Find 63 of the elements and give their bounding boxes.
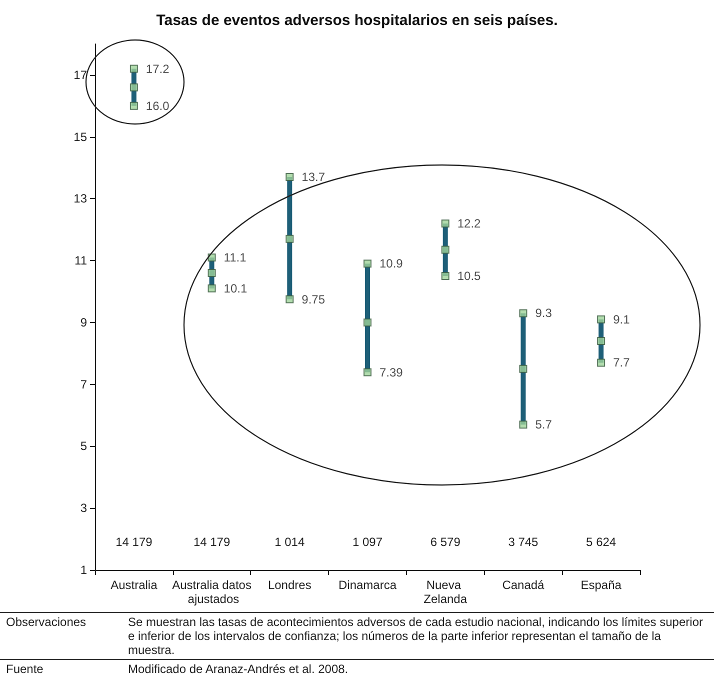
point	[130, 102, 138, 110]
annotation: 14 179	[116, 535, 153, 549]
text: Fuente	[0, 660, 122, 677]
data-label: 10.9	[380, 256, 404, 271]
text: Modificado de Aranaz-Andrés et al. 2008.	[122, 660, 714, 677]
annotation: 3 745	[508, 535, 539, 549]
data-label: 17.2	[146, 62, 170, 76]
chart-title: Tasas de eventos adversos hospitalarios en seis países.	[156, 12, 558, 29]
data-label: 5.7	[535, 418, 552, 432]
y-tick-label: 1	[80, 563, 88, 577]
data-label: 12.2	[457, 216, 482, 230]
y-tick-label: 17	[74, 68, 88, 82]
data-label: 9.75	[302, 292, 326, 306]
annotation: 14 179	[193, 535, 230, 549]
annotation: 1 014	[274, 535, 305, 549]
point	[208, 253, 216, 262]
data-label: 16.0	[146, 98, 170, 113]
text: Se muestran las tasas de acontecimientos adversos de cada estudio nacional, indicando los límites superior e inferior de los intervalos de confianza; los números de la parte inferior representan el tamaño de la muestra.	[122, 612, 714, 660]
point	[441, 246, 450, 254]
data-label: 9.3	[535, 306, 552, 320]
point	[130, 83, 138, 92]
y-tick-label: 9	[80, 315, 88, 330]
point	[597, 337, 606, 346]
point	[597, 315, 606, 324]
point	[519, 364, 528, 373]
point	[441, 219, 450, 228]
y-tick-label: 15	[74, 130, 88, 144]
data-label: 10.1	[224, 281, 248, 296]
point	[364, 368, 372, 376]
point	[208, 284, 216, 292]
x-tick-label: Dinamarca	[338, 578, 397, 592]
data-label: 13.7	[302, 170, 326, 184]
x-tick-label: Canadá	[502, 578, 545, 592]
annotation: 6 579	[430, 535, 461, 549]
y-tick-label: 11	[74, 254, 88, 268]
point	[286, 234, 294, 243]
point	[286, 173, 294, 182]
x-tick-label: Nueva Zelanda	[424, 578, 468, 606]
data-label: 10.5	[457, 269, 482, 284]
y-tick-label: 7	[80, 377, 88, 392]
y-tick-label: 13	[74, 192, 88, 206]
data-label: 7.7	[613, 356, 630, 370]
point	[364, 318, 372, 326]
point	[208, 268, 216, 277]
point	[364, 260, 372, 268]
point	[286, 295, 294, 304]
x-tick-label: Australia datos ajustados	[172, 578, 252, 606]
point	[441, 272, 450, 280]
data-label: 7.39	[380, 365, 404, 380]
x-tick-label: Australia	[110, 578, 158, 592]
annotation: 5 624	[586, 535, 616, 549]
x-tick-label: Londres	[268, 578, 312, 592]
y-tick-label: 5	[80, 439, 88, 454]
text: Observaciones	[0, 612, 122, 660]
annotation: 1 097	[352, 535, 383, 549]
x-tick-label: España	[580, 578, 622, 592]
point	[519, 420, 528, 429]
point	[130, 64, 138, 73]
point	[519, 309, 528, 318]
data-label: 9.1	[613, 312, 630, 326]
y-tick-label: 3	[80, 501, 88, 516]
data-label: 11.1	[224, 250, 247, 264]
point	[597, 358, 606, 367]
